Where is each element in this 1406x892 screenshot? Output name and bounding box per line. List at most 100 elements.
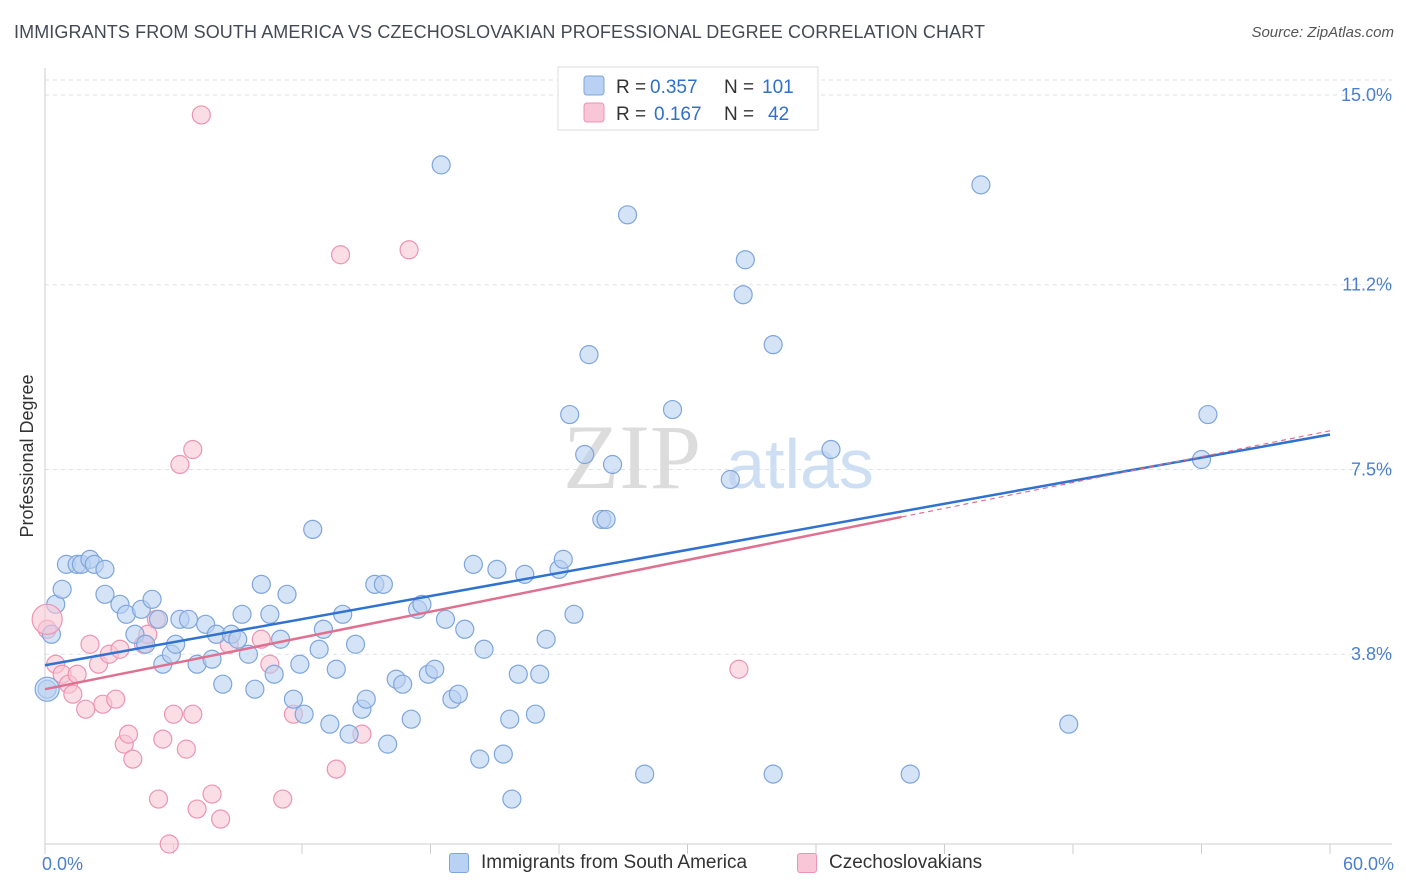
legend-n-label: N =	[724, 104, 754, 125]
data-point-south-america	[303, 519, 323, 540]
data-point-south-america	[401, 709, 421, 729]
legend-item-south-america[interactable]: Immigrants from South America	[449, 852, 747, 874]
data-point-south-america	[487, 559, 507, 579]
data-point-south-america	[1198, 404, 1218, 425]
data-point-south-america	[530, 664, 550, 684]
data-point-south-america	[763, 764, 783, 784]
data-point-south-america	[448, 684, 468, 704]
data-point-czechoslovakian	[183, 439, 203, 460]
y-tick-label: 3.8%	[1351, 644, 1392, 664]
data-point-south-america	[356, 689, 376, 709]
data-point-south-america	[326, 659, 346, 679]
data-point-south-america	[763, 335, 783, 355]
data-point-south-america	[575, 444, 595, 465]
data-point-south-america	[564, 604, 584, 624]
data-point-south-america	[971, 175, 991, 195]
data-point-south-america	[470, 749, 490, 769]
trend-lines	[44, 430, 1331, 691]
data-point-south-america	[294, 704, 314, 724]
data-point-south-america	[1059, 714, 1079, 734]
legend-swatch-pink	[797, 853, 817, 873]
data-point-south-america	[536, 629, 556, 649]
data-point-south-america	[431, 155, 451, 175]
data-point-south-america	[202, 649, 222, 669]
data-point-czechoslovakian	[163, 704, 184, 724]
data-point-south-america	[148, 609, 169, 629]
legend-label: Czechoslovakians	[829, 852, 983, 873]
data-point-south-america	[617, 205, 638, 225]
data-point-czechoslovakian	[118, 724, 139, 744]
data-point-south-america	[290, 654, 310, 674]
data-point-south-america	[435, 609, 456, 629]
legend-n-value: 42	[768, 104, 789, 125]
data-point-south-america	[493, 744, 513, 764]
data-point-czechoslovakian	[326, 759, 346, 779]
data-point-czechoslovakian	[153, 729, 173, 749]
y-tick-label: 11.2%	[1342, 275, 1392, 295]
data-point-czechoslovakian	[183, 704, 203, 724]
data-point-czechoslovakian	[110, 639, 130, 659]
data-point-czechoslovakian	[187, 799, 207, 819]
data-point-south-america	[232, 604, 252, 624]
legend-r-label: R =	[616, 104, 646, 125]
data-point-south-america	[553, 549, 573, 569]
trend-line-south-america	[44, 433, 1331, 667]
data-point-south-america	[270, 629, 291, 649]
data-point-south-america	[320, 714, 340, 734]
legend-r-value: 0.167	[654, 104, 702, 125]
trend-line-extension	[901, 430, 1331, 518]
data-point-czechoslovakian	[211, 809, 231, 829]
legend-swatch-blue	[449, 853, 469, 873]
source-credit: Source: ZipAtlas.com	[1251, 24, 1394, 41]
legend-n-value: 101	[762, 77, 794, 98]
legend-swatch-blue	[583, 75, 605, 96]
data-point-south-america	[95, 559, 115, 579]
data-point-south-america	[260, 604, 280, 624]
data-point-south-america	[500, 709, 520, 729]
data-point-south-america	[900, 764, 920, 784]
legend-swatch-pink	[583, 102, 605, 123]
data-point-south-america	[525, 704, 546, 724]
data-point-czechoslovakian	[729, 659, 749, 679]
legend-r-label: R =	[616, 77, 646, 98]
data-point-south-america	[373, 574, 393, 594]
data-point-czechoslovakian	[202, 784, 222, 804]
data-point-south-america	[602, 454, 623, 475]
data-point-south-america	[378, 734, 398, 754]
data-point-czechoslovakian	[76, 699, 96, 719]
data-point-south-america	[463, 554, 483, 574]
data-point-south-america	[735, 250, 755, 270]
data-point-south-america	[821, 439, 841, 460]
data-point-south-america	[662, 399, 683, 420]
data-point-south-america	[333, 604, 353, 624]
data-point-south-america	[136, 634, 156, 654]
x-tick-labels: 0.0% 60.0%	[42, 854, 1394, 874]
x-tick-label: 60.0%	[1343, 854, 1394, 874]
data-point-south-america	[264, 664, 284, 684]
data-point-south-america	[52, 579, 72, 599]
chart-title: IMMIGRANTS FROM SOUTH AMERICA VS CZECHOS…	[14, 22, 986, 42]
data-point-south-america	[245, 679, 265, 699]
y-axis-label: Professional Degree	[17, 374, 37, 537]
data-point-south-america	[95, 584, 115, 604]
data-point-south-america	[251, 574, 271, 594]
legend-item-czechoslovakians[interactable]: Czechoslovakians	[797, 852, 982, 874]
data-point-south-america	[720, 469, 740, 490]
data-point-south-america	[635, 764, 655, 784]
data-point-south-america	[596, 509, 616, 530]
data-point-south-america	[178, 609, 199, 629]
trend-line-czechoslovakian	[44, 515, 902, 691]
data-point-czechoslovakian	[106, 689, 126, 709]
data-point-czechoslovakian	[170, 454, 190, 475]
data-point-south-america	[166, 634, 186, 654]
data-point-czechoslovakian	[148, 789, 169, 809]
data-point-south-america	[339, 724, 359, 744]
data-point-czechoslovakian	[123, 749, 143, 769]
data-point-czechoslovakian	[399, 240, 419, 260]
data-point-czechoslovakian	[191, 105, 211, 125]
data-point-czechoslovakian	[176, 739, 196, 759]
data-point-south-america	[560, 404, 580, 425]
data-point-south-america	[345, 634, 366, 654]
gridlines	[45, 79, 1392, 655]
